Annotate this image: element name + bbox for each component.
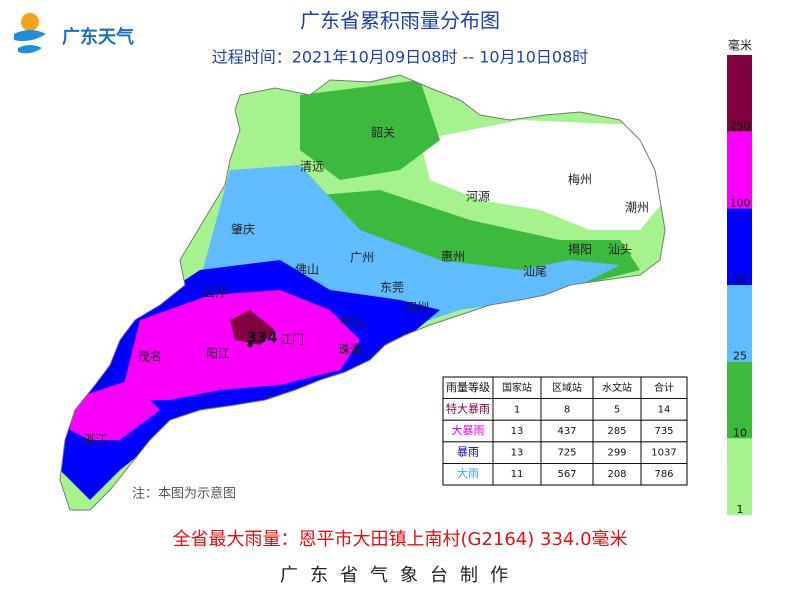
city-label: 惠州: [441, 250, 465, 264]
table-value: 285: [607, 426, 626, 437]
city-label: 阳江: [206, 347, 230, 361]
legend-label: 100: [730, 196, 751, 209]
logo-text: 广东天气: [62, 26, 134, 48]
legend-swatch: [727, 131, 752, 209]
table-value: 567: [557, 469, 576, 480]
city-label: 江门: [280, 332, 304, 347]
table-cell: [640, 462, 688, 486]
city-label: 东莞: [380, 281, 404, 295]
city-label: 汕头: [608, 243, 632, 257]
table-value: 大雨: [457, 466, 479, 480]
legend-swatch: [727, 361, 752, 439]
table-value: 786: [654, 469, 673, 480]
city-label: 汕尾: [523, 265, 547, 279]
table-value: 208: [607, 469, 626, 480]
city-label: 珠海: [338, 342, 362, 357]
city-label: 清远: [300, 160, 324, 174]
map-note: 注：本图为示意图: [132, 486, 236, 502]
table-header: 水文站: [602, 381, 632, 394]
table-header: 雨量等级: [446, 380, 490, 394]
logo: [14, 13, 46, 54]
legend-label: 250: [730, 120, 751, 133]
city-label: 茂名: [138, 349, 162, 364]
legend-label: 1: [737, 503, 744, 516]
table-value: 1037: [651, 448, 676, 459]
max-rainfall: 全省最大雨量：恩平市大田镇上南村(G2164) 334.0毫米: [172, 529, 627, 550]
city-label: 韶关: [371, 125, 395, 140]
table-header: 区域站: [552, 381, 582, 394]
table-value: 暴雨: [457, 446, 479, 459]
legend-swatch: [727, 285, 752, 362]
table-value: 1: [514, 404, 520, 415]
city-label: 中山: [340, 314, 364, 329]
table-header: 合计: [654, 381, 674, 394]
city-label: 云浮: [203, 286, 227, 300]
table-value: 735: [654, 426, 673, 437]
legend-label: 10: [733, 426, 747, 439]
legend-swatch: [727, 208, 752, 285]
city-label: 深圳: [405, 301, 429, 315]
legend-label: 50: [733, 273, 747, 286]
table-value: 特大暴雨: [446, 401, 490, 415]
max-marker: 334: [246, 329, 277, 347]
city-label: 肇庆: [231, 222, 255, 237]
city-label: 潮州: [625, 200, 649, 215]
table-value: 13: [511, 448, 524, 459]
legend-label: 25: [733, 350, 747, 363]
legend: 毫米 1 10 25 50 100 250: [727, 38, 752, 516]
table-value: 14: [658, 404, 671, 415]
city-label: 河源: [466, 190, 490, 204]
city-label: 揭阳: [568, 242, 592, 257]
legend-swatch: [727, 438, 752, 515]
max-station-dot: [247, 342, 253, 348]
city-label: 广州: [350, 251, 374, 265]
subtitle: 过程时间：2021年10月09日08时 -- 10月10日08时: [212, 48, 589, 67]
table-value: 437: [557, 426, 576, 437]
city-label: 湛江: [83, 433, 107, 447]
city-label: 梅州: [568, 172, 592, 187]
province-outline: [59, 74, 666, 511]
city-labels: 韶关 清远 梅州 河源 潮州 肇庆 揭阳 汕头 广州 惠州 佛山 汕尾 云浮 东…: [83, 125, 649, 447]
title: 广东省累积雨量分布图: [300, 9, 500, 33]
table-value: 11: [511, 469, 524, 480]
table-value: 5: [614, 404, 620, 415]
table-value: 725: [557, 448, 576, 459]
producer: 广东省气象台制作: [280, 565, 520, 586]
table-value: 299: [607, 448, 626, 459]
table-value: 13: [511, 426, 524, 437]
legend-swatch: [727, 55, 752, 132]
table-value: 8: [564, 404, 570, 415]
table-header: 国家站: [502, 381, 532, 394]
city-label: 佛山: [295, 263, 319, 277]
legend-unit: 毫米: [728, 38, 752, 53]
table-bg: [442, 376, 688, 486]
table-value: 大暴雨: [452, 423, 485, 437]
